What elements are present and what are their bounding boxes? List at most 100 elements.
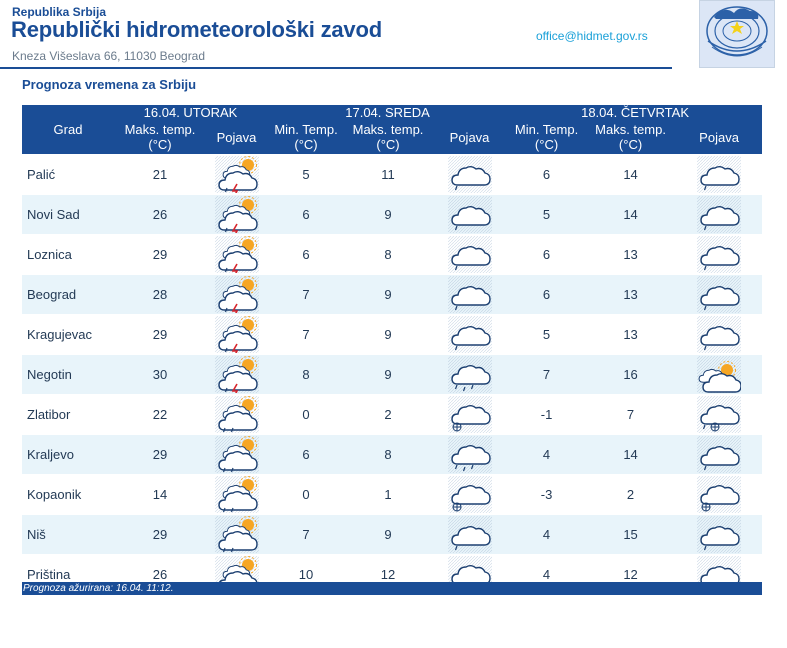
day3-icon-header: Pojava — [676, 120, 763, 155]
day2-weather — [431, 154, 509, 195]
day3-weather — [676, 314, 763, 355]
cloud-snow-icon[interactable] — [447, 476, 492, 513]
cloud-sleet-icon[interactable] — [697, 396, 742, 433]
cloud-drizzle-icon[interactable] — [697, 196, 742, 233]
day1-max-temp: 30 — [114, 354, 206, 395]
cloud-rain-icon[interactable] — [447, 356, 492, 393]
day2-icon-header: Pojava — [431, 120, 509, 155]
cloud-drizzle-icon[interactable] — [697, 276, 742, 313]
day1-max-temp: 29 — [114, 434, 206, 475]
day3-min-temp: 4 — [508, 434, 586, 475]
cloud-drizzle-icon[interactable] — [447, 156, 492, 193]
day3-min-temp: -1 — [508, 394, 586, 435]
table-row: Beograd 28 7 9 6 13 — [22, 274, 763, 320]
day2-weather — [431, 514, 509, 555]
day2-weather — [431, 354, 509, 395]
day3-max-temp: 14 — [585, 434, 677, 475]
cloud-sun-drizzle-icon[interactable] — [214, 396, 259, 433]
day1-weather — [206, 394, 268, 435]
table-row: Palić 21 5 11 6 14 — [22, 154, 763, 200]
cloud-drizzle-icon[interactable] — [447, 276, 492, 313]
cloud-drizzle-icon[interactable] — [697, 236, 742, 273]
day2-max-temp: 9 — [345, 274, 432, 315]
day2-max-temp: 8 — [345, 234, 432, 275]
day1-date-header: 16.04. UTORAK — [114, 105, 268, 120]
cloud-sun-drizzle-icon[interactable] — [214, 476, 259, 513]
table-row: Novi Sad 26 6 9 5 14 — [22, 194, 763, 240]
table-row: Kraljevo 29 6 8 4 14 — [22, 434, 763, 475]
day1-weather — [206, 314, 268, 360]
day2-min-temp: 8 — [267, 354, 346, 395]
storm-sun-icon[interactable] — [214, 156, 259, 200]
forecast-table: Grad 16.04. UTORAK 17.04. SREDA 18.04. Č… — [22, 105, 763, 594]
day3-max-temp: 14 — [585, 154, 677, 195]
day2-weather — [431, 394, 509, 435]
day3-max-header: Maks. temp. (°C) — [585, 120, 677, 155]
city-name: Niš — [22, 514, 114, 555]
day2-min-temp: 6 — [267, 234, 346, 275]
cloud-drizzle-icon[interactable] — [697, 316, 742, 353]
cloud-drizzle-icon[interactable] — [447, 236, 492, 273]
email-link[interactable]: office@hidmet.gov.rs — [536, 29, 648, 43]
day1-max-temp: 29 — [114, 514, 206, 555]
day2-min-temp: 6 — [267, 434, 346, 475]
day1-weather — [206, 194, 268, 240]
city-column-header: Grad — [22, 105, 114, 155]
day1-weather — [206, 474, 268, 515]
day2-max-temp: 1 — [345, 474, 432, 515]
day2-max-temp: 9 — [345, 314, 432, 355]
day1-icon-header: Pojava — [206, 120, 268, 155]
day1-weather — [206, 274, 268, 320]
country-name: Republika Srbija — [12, 5, 107, 19]
table-row: Kopaonik 14 0 1 -3 2 — [22, 474, 763, 515]
section-title: Prognoza vremena za Srbiju — [22, 77, 197, 92]
day1-max-temp: 14 — [114, 474, 206, 515]
day1-weather — [206, 234, 268, 280]
institution-name[interactable]: Republički hidrometeorološki zavod — [11, 17, 382, 42]
storm-sun-icon[interactable] — [214, 276, 259, 320]
storm-sun-icon[interactable] — [214, 196, 259, 240]
day3-max-temp: 15 — [585, 514, 677, 555]
day3-max-temp: 16 — [585, 354, 677, 395]
day2-weather — [431, 434, 509, 475]
day3-max-temp: 7 — [585, 394, 677, 435]
day3-max-temp: 13 — [585, 234, 677, 275]
city-name: Kraljevo — [22, 434, 114, 475]
day3-weather — [676, 394, 763, 435]
cloud-drizzle-icon[interactable] — [447, 316, 492, 353]
day1-max-temp: 26 — [114, 194, 206, 235]
day3-min-temp: 6 — [508, 274, 586, 315]
cloud-drizzle-icon[interactable] — [697, 436, 742, 473]
cloud-snow-icon[interactable] — [697, 476, 742, 513]
update-time: Prognoza ažurirana: 16.04. 11:12. — [23, 583, 174, 594]
storm-sun-icon[interactable] — [214, 356, 259, 400]
day2-max-temp: 2 — [345, 394, 432, 435]
cloud-drizzle-icon[interactable] — [447, 516, 492, 553]
table-row: Niš 29 7 9 4 15 — [22, 514, 763, 555]
day3-min-temp: 7 — [508, 354, 586, 395]
day1-weather — [206, 354, 268, 400]
cloud-sun-drizzle-icon[interactable] — [214, 516, 259, 553]
day1-max-temp: 22 — [114, 394, 206, 435]
day2-max-temp: 9 — [345, 194, 432, 235]
cloud-rain-icon[interactable] — [447, 436, 492, 473]
cloud-sun-icon[interactable] — [697, 356, 742, 393]
rhmz-logo[interactable] — [699, 0, 775, 68]
cloud-drizzle-icon[interactable] — [697, 516, 742, 553]
cloud-snow-icon[interactable] — [447, 396, 492, 433]
storm-sun-icon[interactable] — [214, 316, 259, 360]
cloud-drizzle-icon[interactable] — [697, 156, 742, 193]
day3-min-temp: 5 — [508, 314, 586, 355]
day3-min-temp: 6 — [508, 154, 586, 195]
day3-weather — [676, 154, 763, 195]
site-header: Republika Srbija Republički hidrometeoro… — [0, 0, 787, 70]
day3-max-temp: 14 — [585, 194, 677, 235]
day2-weather — [431, 314, 509, 355]
storm-sun-icon[interactable] — [214, 236, 259, 280]
cloud-drizzle-icon[interactable] — [447, 196, 492, 233]
cloud-sun-drizzle-icon[interactable] — [214, 436, 259, 473]
day3-min-temp: 5 — [508, 194, 586, 235]
day2-min-header: Min. Temp. (°C) — [267, 120, 346, 155]
day1-max-temp: 21 — [114, 154, 206, 195]
day2-max-temp: 9 — [345, 354, 432, 395]
